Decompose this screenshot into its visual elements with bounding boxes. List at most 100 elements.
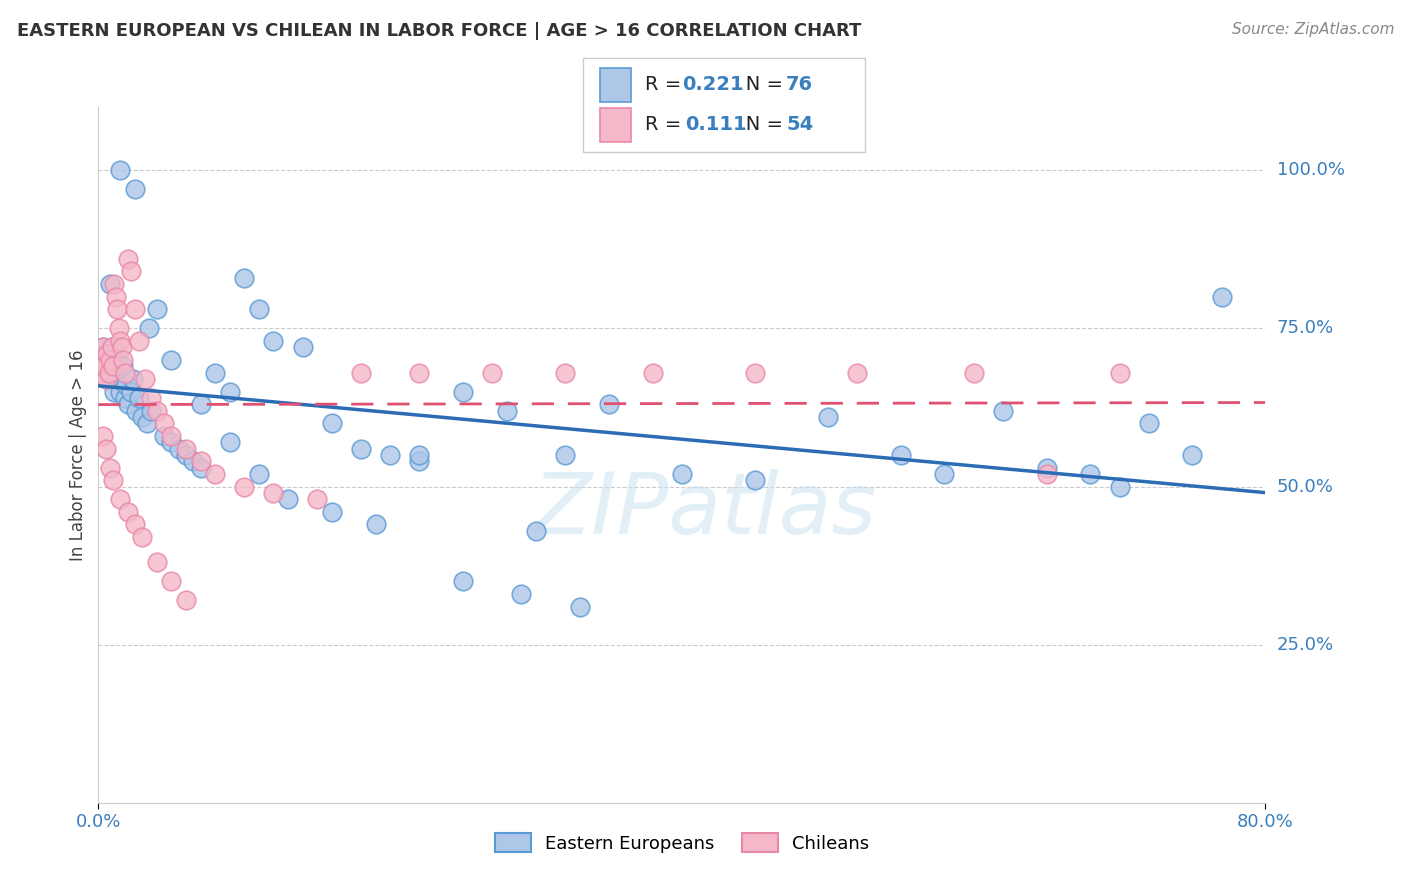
Point xyxy=(247,467,270,481)
Point xyxy=(117,252,139,266)
Point xyxy=(131,409,153,424)
Point xyxy=(91,429,114,443)
Point xyxy=(890,448,912,462)
Legend: Eastern Europeans, Chileans: Eastern Europeans, Chileans xyxy=(488,826,876,860)
Point xyxy=(524,524,547,538)
Text: 100.0%: 100.0% xyxy=(1277,161,1344,179)
Point xyxy=(111,372,134,386)
Point xyxy=(114,391,136,405)
Point xyxy=(124,302,146,317)
Point xyxy=(105,353,128,368)
Point xyxy=(111,340,134,354)
Point xyxy=(103,277,125,292)
Point xyxy=(181,454,204,468)
Point xyxy=(817,409,839,424)
Text: N =: N = xyxy=(727,115,789,135)
Point xyxy=(91,340,114,354)
Point xyxy=(204,366,226,380)
Point xyxy=(451,574,474,589)
Point xyxy=(350,442,373,456)
Text: 76: 76 xyxy=(786,75,813,95)
Point xyxy=(139,391,162,405)
Point xyxy=(218,435,240,450)
Point xyxy=(90,353,112,368)
Point xyxy=(108,321,131,335)
Point xyxy=(134,372,156,386)
Point xyxy=(291,340,314,354)
Text: EASTERN EUROPEAN VS CHILEAN IN LABOR FORCE | AGE > 16 CORRELATION CHART: EASTERN EUROPEAN VS CHILEAN IN LABOR FOR… xyxy=(17,22,862,40)
Point xyxy=(598,397,620,411)
Point xyxy=(94,372,117,386)
Point xyxy=(115,378,138,392)
Point xyxy=(101,359,124,374)
Point xyxy=(568,599,591,614)
Point xyxy=(135,417,157,431)
Point xyxy=(1080,467,1102,481)
Point xyxy=(962,366,984,380)
Point xyxy=(104,366,127,380)
Point xyxy=(262,486,284,500)
Text: 0.221: 0.221 xyxy=(682,75,744,95)
Point xyxy=(641,366,664,380)
Point xyxy=(110,163,132,178)
Point xyxy=(671,467,693,481)
Point xyxy=(408,448,430,462)
Point xyxy=(104,290,127,304)
Point xyxy=(554,448,576,462)
Point xyxy=(1137,417,1160,431)
Point xyxy=(1035,467,1057,481)
Point xyxy=(101,473,124,487)
Point xyxy=(117,397,139,411)
Point xyxy=(97,366,120,380)
Point xyxy=(991,403,1014,417)
Point xyxy=(131,530,153,544)
Point xyxy=(174,593,197,607)
Point xyxy=(98,277,121,292)
Point xyxy=(100,340,122,354)
Y-axis label: In Labor Force | Age > 16: In Labor Force | Age > 16 xyxy=(69,349,87,561)
Text: R =: R = xyxy=(645,115,695,135)
Point xyxy=(174,442,197,456)
Point xyxy=(89,366,111,380)
Point xyxy=(117,505,139,519)
Point xyxy=(146,403,169,417)
Point xyxy=(1108,366,1130,380)
Point xyxy=(93,359,115,374)
Point xyxy=(112,353,135,368)
Point xyxy=(100,340,122,354)
Point xyxy=(160,435,183,450)
Text: 25.0%: 25.0% xyxy=(1277,636,1334,654)
Point xyxy=(146,556,169,570)
Point xyxy=(408,366,430,380)
Point xyxy=(108,372,131,386)
Point xyxy=(364,517,387,532)
Text: ZIPatlas: ZIPatlas xyxy=(533,469,877,552)
Point xyxy=(97,366,120,380)
Point xyxy=(190,460,212,475)
Point xyxy=(93,359,115,374)
Point xyxy=(510,587,533,601)
Point xyxy=(94,442,117,456)
Point xyxy=(167,442,190,456)
Point xyxy=(89,366,111,380)
Point xyxy=(233,270,256,285)
Point xyxy=(350,366,373,380)
Point xyxy=(96,347,118,361)
Point xyxy=(110,492,132,507)
Point xyxy=(451,384,474,399)
Point xyxy=(744,473,766,487)
Point xyxy=(114,366,136,380)
Point xyxy=(110,384,132,399)
Point xyxy=(124,517,146,532)
Point xyxy=(321,505,343,519)
Point xyxy=(120,264,142,278)
Point xyxy=(90,353,112,368)
Text: 54: 54 xyxy=(786,115,813,135)
Point xyxy=(380,448,402,462)
Point xyxy=(218,384,240,399)
Point xyxy=(139,403,162,417)
Point xyxy=(103,384,125,399)
Point xyxy=(554,366,576,380)
Text: 50.0%: 50.0% xyxy=(1277,477,1333,496)
Point xyxy=(481,366,503,380)
